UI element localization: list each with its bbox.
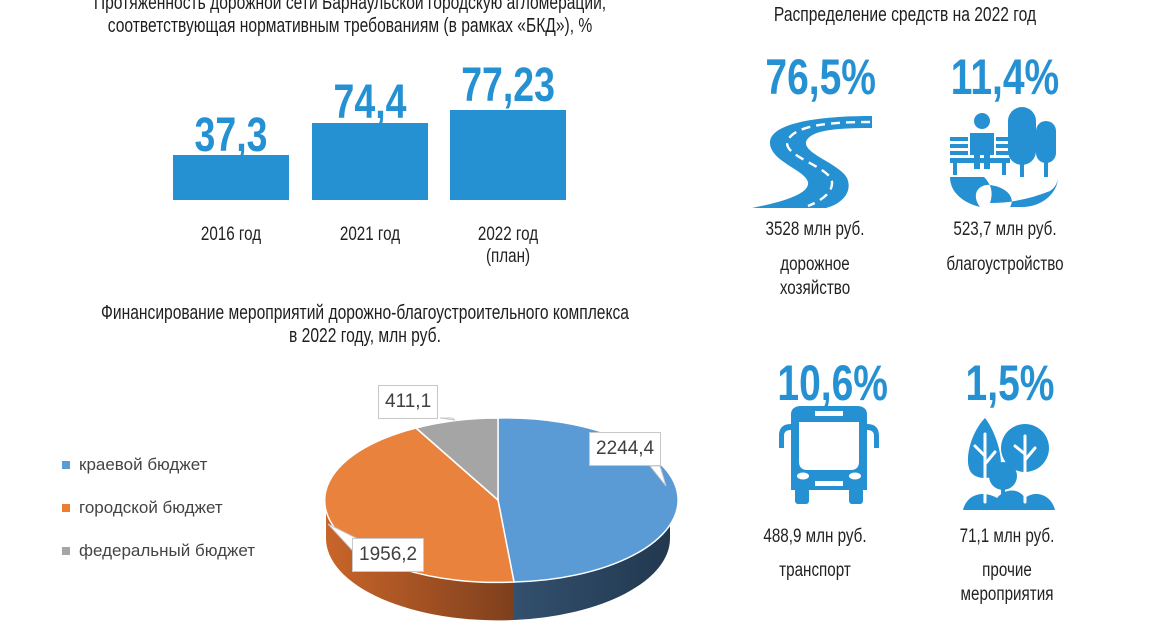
pie-chart-title-line2: в 2022 году, млн руб. [289,325,441,347]
percent-other: 1,5% [965,355,1055,411]
pie-pointer-regional [648,465,667,487]
legend-swatch-regional [62,461,70,469]
pie-chart-title-line1: Финансирование мероприятий дорожно-благо… [101,302,629,324]
category-other-line1: прочие [982,560,1032,581]
legend-label-regional: краевой бюджет [79,455,208,474]
pie-label-federal: 411,1 [378,385,439,419]
bar-chart-title-line2: соответствующая нормативным требованиям … [107,15,593,37]
category-road-line1: дорожное [780,254,850,275]
amount-other: 71,1 млн руб. [959,526,1055,547]
legend-label-federal: федеральный бюджет [79,541,256,560]
bar-chart-title-line1: Протяженность дорожной сети Барнаульской… [93,0,607,14]
category-transport-line1: транспорт [779,560,851,581]
distribution-title: Распределение средств на 2022 год [773,4,1037,26]
bar-value-2021: 74,4 [333,76,407,129]
bar-label-2021: 2021 год [339,224,401,245]
percent-transport: 10,6% [777,355,888,411]
bar-chart-title: Протяженность дорожной сети Барнаульской… [34,0,666,38]
pie-side-regional [514,500,671,620]
bus-icon [779,406,879,504]
amount-transport: 488,9 млн руб. [763,526,867,547]
pie-label-city: 1956,2 [352,538,425,572]
bar-label-2022: 2022 год [477,224,539,245]
bar-label-2016: 2016 год [200,224,262,245]
bar-value-2022: 77,23 [461,59,555,112]
percent-park: 11,4% [950,49,1060,105]
category-road-line2: хозяйство [779,278,851,299]
legend-swatch-city [62,504,70,512]
category-other-line2: мероприятия [960,584,1054,605]
legend-item-city: городской бюджет [62,498,223,518]
percent-road: 76,5% [765,49,876,105]
legend-item-regional: краевой бюджет [62,455,207,475]
bar-value-2016: 37,3 [194,109,268,162]
pie-side-city [325,500,514,621]
pie-label-regional: 2244,4 [589,432,662,466]
pie-slice-federal [414,417,499,502]
amount-road: 3528 млн руб. [765,219,865,240]
category-park-line1: благоустройство [946,254,1064,275]
park-bench-icon [950,107,1058,207]
bar-2021 [312,123,428,200]
amount-park: 523,7 млн руб. [953,219,1057,240]
bar-2022 [450,110,566,200]
bar-2016 [173,155,289,200]
bar-sublabel-2022: (план) [485,246,531,267]
road-icon [752,116,872,208]
legend-label-city: городской бюджет [79,498,223,517]
legend-item-federal: федеральный бюджет [62,541,255,561]
legend-swatch-federal [62,547,70,555]
pie-chart-title: Финансирование мероприятий дорожно-благо… [49,302,681,348]
pie-pointer-federal [439,417,456,421]
trees-icon [963,418,1055,510]
